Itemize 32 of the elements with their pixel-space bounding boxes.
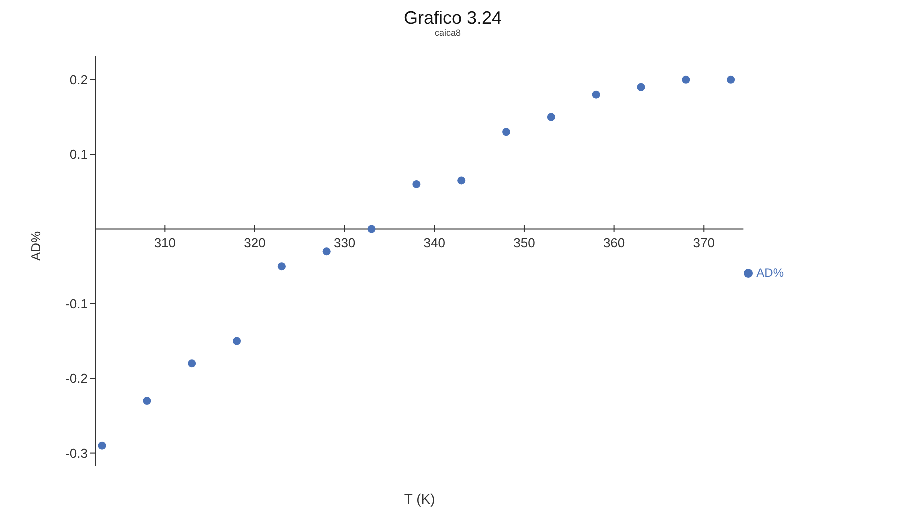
x-tick-label: 340 bbox=[424, 235, 446, 250]
chart-title: Grafico 3.24 bbox=[402, 8, 504, 28]
x-tick-label: 360 bbox=[603, 235, 626, 250]
point bbox=[592, 90, 600, 99]
y-tick-label: 0.1 bbox=[70, 147, 88, 162]
x-tick-label: 330 bbox=[334, 235, 356, 250]
y-tick-label: 0.2 bbox=[70, 72, 88, 88]
point bbox=[637, 83, 646, 92]
point bbox=[188, 360, 196, 368]
point bbox=[682, 76, 690, 84]
x-tick-label: 310 bbox=[154, 235, 176, 250]
y-tick-label: -0.1 bbox=[66, 296, 88, 312]
x-axis-title: T (K) bbox=[404, 491, 436, 507]
point bbox=[143, 397, 152, 406]
point bbox=[458, 176, 466, 185]
y-axis-title: AD% bbox=[28, 230, 44, 261]
point bbox=[368, 225, 376, 234]
point bbox=[547, 113, 556, 122]
point bbox=[98, 442, 106, 450]
x-tick-label: 350 bbox=[514, 235, 536, 250]
point bbox=[727, 76, 736, 84]
chart-subtitle: caica8 bbox=[434, 28, 462, 38]
point bbox=[412, 180, 421, 188]
x-tick-label: 320 bbox=[244, 235, 266, 250]
point bbox=[278, 262, 286, 271]
y-tick-label: -0.3 bbox=[66, 446, 88, 461]
x-tick-label: 370 bbox=[693, 235, 715, 250]
point bbox=[233, 337, 242, 346]
y-tick-label: -0.2 bbox=[66, 371, 88, 386]
point bbox=[502, 128, 511, 136]
point bbox=[322, 248, 331, 256]
legend-label: AD% bbox=[756, 266, 784, 280]
